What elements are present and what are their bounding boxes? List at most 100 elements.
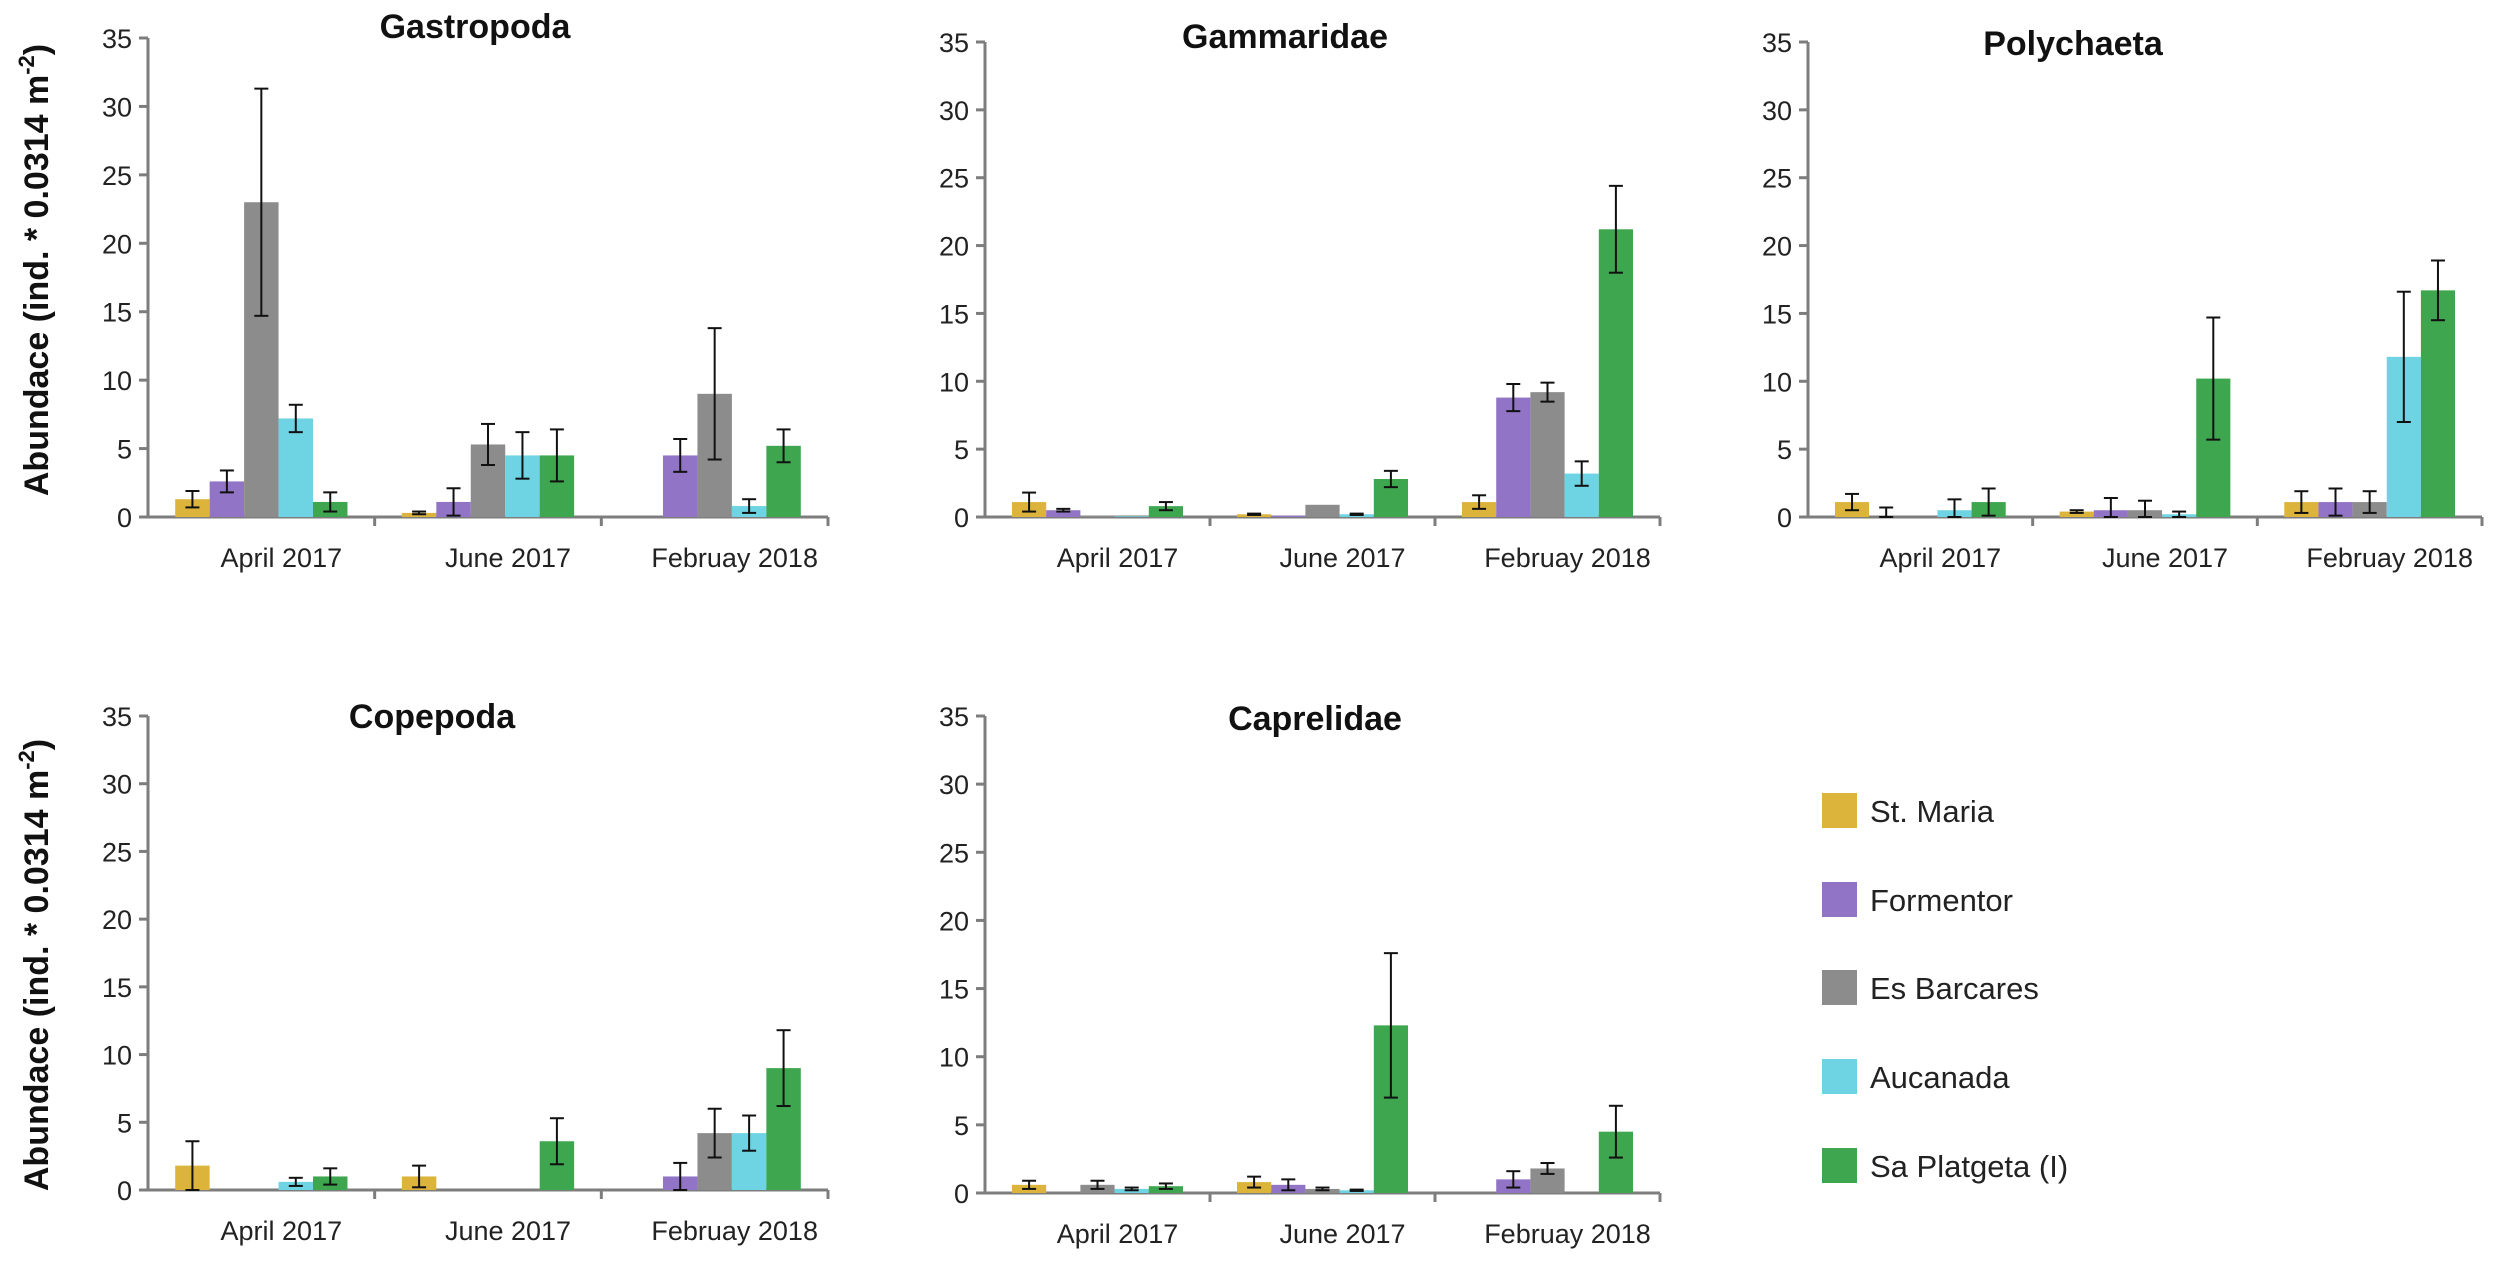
y-tick-label: 10: [939, 1043, 969, 1073]
bar-formentor: [1496, 397, 1531, 517]
bar-sa-platgeta-i: [1148, 506, 1183, 517]
x-tick-label: Februay 2018: [1484, 1219, 1651, 1249]
chart-gastropoda: Gastropoda 0 5 10 15 20 25 30 35 April 2017 June 2…: [102, 8, 830, 573]
error-bar: [776, 428, 791, 464]
bar-aucanada: [278, 418, 314, 517]
error-bar: [1247, 1175, 1262, 1189]
legend-label-aucanada: Aucanada: [1870, 1060, 2010, 1095]
y-tick-label: 30: [1762, 96, 1792, 126]
error-bar: [185, 1140, 200, 1191]
y-tick-label: 5: [954, 1111, 969, 1141]
y-tick-label: 10: [102, 1041, 132, 1071]
y-tick-label: 5: [1777, 435, 1792, 465]
y-tick-label: 30: [102, 770, 132, 800]
error-bar: [742, 498, 757, 514]
chart-copepoda: Copepoda 0 5 10 15 20 25 30 35 April 2017 June 201…: [102, 698, 830, 1246]
y-tick-label: 15: [939, 299, 969, 329]
y-tick-label: 0: [1777, 503, 1792, 533]
error-bar: [2294, 490, 2309, 514]
x-tick-label: June 2017: [445, 543, 571, 573]
bar-sa-platgeta-i: [1598, 229, 1633, 518]
bar-formentor: [1046, 510, 1081, 517]
error-bar: [742, 1114, 757, 1152]
y-tick-label: 35: [939, 28, 969, 58]
error-bar: [288, 1176, 303, 1187]
error-bar: [1506, 1170, 1521, 1189]
error-bar: [446, 487, 461, 517]
error-bar: [707, 327, 722, 461]
legend-swatch-formentor: [1822, 882, 1857, 917]
y-tick-label: 30: [939, 96, 969, 126]
error-bar: [1281, 1178, 1296, 1192]
error-bar: [412, 1164, 427, 1189]
legend-label-sa-platgeta: Sa Platgeta (I): [1870, 1149, 2068, 1184]
y-axis-label-top: Abundace (ind. * 0.0314 m-2): [14, 44, 56, 496]
y-tick-label: 35: [102, 24, 132, 54]
legend-swatch-st-maria: [1822, 793, 1857, 828]
error-bar: [323, 1167, 338, 1186]
x-tick-label: June 2017: [1279, 1219, 1405, 1249]
chart-title: Gammaridae: [1182, 18, 1388, 56]
y-tick-label: 30: [102, 92, 132, 122]
error-bar: [2103, 497, 2118, 518]
error-bar: [673, 1161, 688, 1191]
error-bar: [1056, 507, 1071, 513]
bar-es-barcares: [1530, 392, 1565, 517]
y-tick-label: 20: [939, 906, 969, 936]
chart-gammaridae: Gammaridae 0 5 10 15 20 25 30 35 April 2017 June 2…: [939, 18, 1662, 573]
legend-label-st-maria: St. Maria: [1870, 794, 1995, 829]
y-tick-label: 25: [939, 164, 969, 194]
x-tick-label: June 2017: [445, 1216, 571, 1246]
error-bar: [549, 428, 564, 483]
y-tick-label: 15: [102, 298, 132, 328]
y-tick-label: 0: [117, 1176, 132, 1206]
y-tick-label: 25: [102, 161, 132, 191]
error-bar: [2328, 487, 2343, 517]
charts: Gastropoda 0 5 10 15 20 25 30 35 April 2017 June 2…: [102, 8, 2484, 1249]
y-tick-label: 10: [1762, 367, 1792, 397]
error-bar: [1158, 501, 1173, 512]
y-tick-label: 0: [954, 503, 969, 533]
error-bar: [2206, 316, 2221, 441]
error-bar: [2138, 499, 2152, 518]
error-bar: [323, 491, 338, 513]
x-tick-label: June 2017: [2102, 543, 2228, 573]
y-tick-label: 10: [939, 367, 969, 397]
error-bar: [2430, 259, 2445, 322]
error-bar: [1981, 487, 1996, 517]
error-bar: [185, 489, 200, 509]
bar-formentor: [1271, 515, 1306, 517]
error-bar: [412, 510, 427, 516]
chart-title: Copepoda: [349, 698, 516, 736]
y-tick-label: 20: [102, 229, 132, 259]
chart-polychaeta: Polychaeta 0 5 10 15 20 25 30 35 April 2017 June 2…: [1762, 25, 2484, 573]
error-bar: [1247, 512, 1262, 516]
error-bar: [1383, 952, 1398, 1099]
error-bar: [549, 1117, 564, 1166]
error-bar: [1608, 1104, 1623, 1159]
error-bar: [515, 431, 530, 480]
x-tick-label: June 2017: [1279, 543, 1405, 573]
x-tick-label: Februay 2018: [651, 1216, 818, 1246]
y-tick-label: 25: [102, 837, 132, 867]
x-tick-label: Februay 2018: [2306, 543, 2473, 573]
error-bar: [1472, 494, 1487, 510]
error-bar: [1574, 460, 1589, 487]
legend-label-formentor: Formentor: [1870, 883, 2013, 918]
error-bar: [1879, 506, 1894, 518]
legend-label-es-barcares: Es Barcares: [1870, 971, 2039, 1006]
error-bar: [1383, 469, 1398, 489]
error-bar: [1349, 512, 1364, 516]
x-tick-label: April 2017: [1057, 1219, 1179, 1249]
y-axis-label-bottom: Abundace (ind. * 0.0314 m-2): [14, 739, 56, 1191]
error-bar: [254, 87, 269, 317]
x-tick-label: April 2017: [1057, 543, 1179, 573]
y-tick-label: 35: [1762, 28, 1792, 58]
x-tick-label: April 2017: [1880, 543, 2002, 573]
y-tick-label: 5: [117, 435, 132, 465]
y-tick-label: 5: [954, 435, 969, 465]
chart-caprelidae: Caprelidae 0 5 10 15 20 25 30 35 April 2017 June 2…: [939, 700, 1662, 1249]
x-tick-label: Februay 2018: [1484, 543, 1651, 573]
chart-title: Gastropoda: [380, 8, 572, 46]
